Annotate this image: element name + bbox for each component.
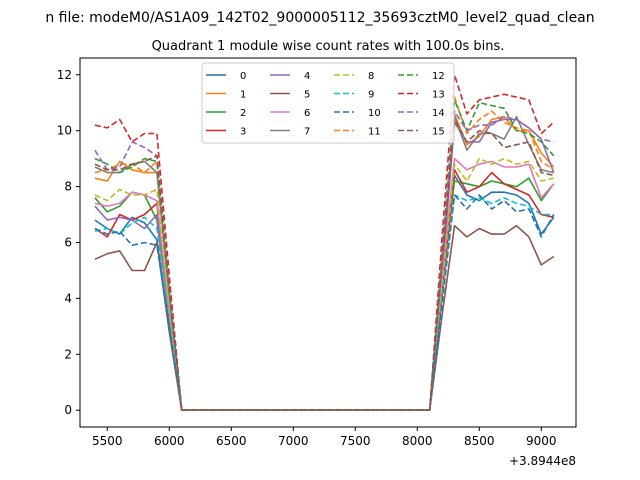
x-tick-label: 8000 — [402, 434, 433, 448]
legend-label-0: 0 — [240, 71, 246, 82]
legend-label-2: 2 — [240, 108, 246, 119]
series-line-13 — [94, 74, 555, 412]
chart-title: Quadrant 1 module wise count rates with … — [152, 39, 505, 54]
x-tick-label: 5500 — [92, 434, 123, 448]
y-tick-label: 2 — [64, 347, 72, 361]
legend-label-8: 8 — [368, 71, 374, 82]
legend-label-3: 3 — [240, 127, 246, 138]
x-tick-label: 7500 — [340, 434, 371, 448]
y-tick-label: 4 — [64, 291, 72, 305]
series-line-15 — [94, 118, 554, 412]
y-tick-label: 8 — [64, 180, 72, 194]
x-tick-label: 8500 — [464, 434, 495, 448]
legend-box — [201, 62, 455, 144]
y-tick-label: 12 — [57, 68, 72, 82]
series-line-5 — [94, 224, 555, 412]
legend-label-7: 7 — [304, 127, 310, 138]
y-axis: 0 2 4 6 8 10 12 — [57, 68, 80, 417]
x-tick-label: 6500 — [216, 434, 247, 448]
legend-label-10: 10 — [368, 108, 381, 119]
legend-label-13: 13 — [432, 90, 445, 101]
y-tick-label: 6 — [64, 236, 72, 250]
legend-label-6: 6 — [304, 108, 310, 119]
plot-area — [94, 74, 555, 412]
legend-label-4: 4 — [304, 71, 310, 82]
legend-label-11: 11 — [368, 127, 381, 138]
legend-label-15: 15 — [432, 127, 445, 138]
x-axis-offset-label: +3.8944e8 — [509, 454, 576, 468]
x-tick-label: 6000 — [154, 434, 185, 448]
figure-suptitle: n file: modeM0/AS1A09_142T02_9000005112_… — [45, 10, 594, 26]
y-tick-label: 10 — [57, 124, 72, 138]
legend-label-14: 14 — [432, 108, 445, 119]
x-tick-label: 9000 — [526, 434, 557, 448]
legend-label-9: 9 — [368, 90, 374, 101]
y-tick-label: 0 — [64, 403, 72, 417]
legend-label-12: 12 — [432, 71, 445, 82]
x-tick-label: 7000 — [278, 434, 309, 448]
x-axis: 5500 6000 6500 7000 7500 8000 8500 9000 — [92, 427, 557, 448]
legend-label-1: 1 — [240, 90, 246, 101]
legend-label-5: 5 — [304, 90, 310, 101]
